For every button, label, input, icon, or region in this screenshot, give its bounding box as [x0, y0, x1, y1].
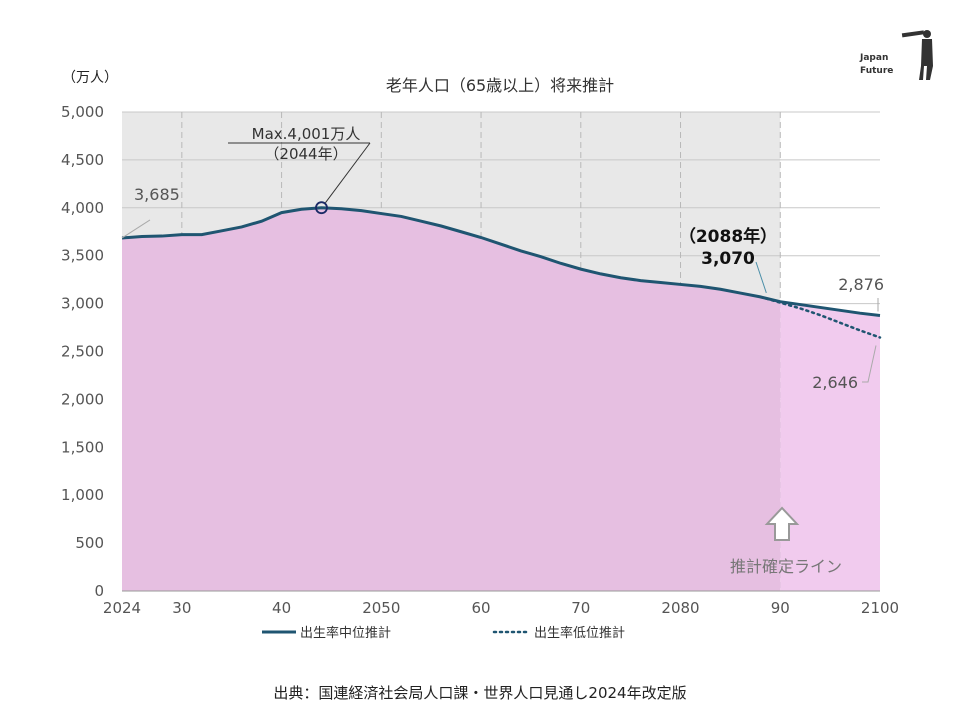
end-low-leader: [862, 345, 877, 383]
start-value-label: 3,685: [134, 185, 180, 204]
x-tick-label: 40: [272, 599, 291, 617]
y-tick-label: 0: [94, 582, 104, 600]
x-tick-label: 30: [172, 599, 191, 617]
x-tick-label: 90: [771, 599, 790, 617]
series-line-median: [121, 206, 881, 317]
y-tick-label: 1,000: [61, 486, 104, 504]
up-arrow-icon: [764, 506, 800, 541]
x-tick-label: 60: [472, 599, 491, 617]
x-tick-label: 70: [571, 599, 590, 617]
source-note: 出典：国連経済社会局人口課・世界人口見通し2024年改定版: [273, 684, 687, 702]
x-tick-label: 2050: [362, 599, 400, 617]
max-annotation-value: Max.4,001万人: [252, 125, 361, 143]
y2088-annotation-value: 3,070: [701, 249, 755, 269]
logo-line1: Japan: [860, 53, 889, 63]
logo-line2: Future: [860, 66, 894, 76]
chart-title: 老年人口（65歳以上）将来推計: [386, 76, 614, 95]
y-tick-label: 5,000: [61, 103, 104, 121]
y-tick-label: 3,500: [61, 247, 104, 265]
end-median-label: 2,876: [838, 275, 884, 294]
y-tick-label: 4,000: [61, 199, 104, 217]
logo: Japan Future: [860, 26, 940, 82]
max-annotation-year: （2044年）: [264, 145, 347, 163]
y-tick-label: 1,500: [61, 438, 104, 456]
y2088-annotation-year: （2088年）: [679, 226, 777, 247]
legend-label-median: 出生率中位推計: [300, 625, 391, 641]
start-leader: [121, 219, 151, 239]
y-tick-label: 2,500: [61, 343, 104, 361]
x-tick-label: 2100: [861, 599, 899, 617]
max-point-marker: [315, 201, 328, 215]
legend-label-low: 出生率低位推計: [534, 625, 625, 641]
max-leader: [325, 142, 371, 204]
y-tick-label: 3,000: [61, 295, 104, 313]
y-tick-label: 2,000: [61, 390, 104, 408]
area-confirmed: [122, 207, 781, 591]
x-tick-label: 2080: [661, 599, 699, 617]
y-tick-label: 4,500: [61, 151, 104, 169]
plot-area: 0 500 1,000 1,500 2,000 2,500 3,000 3,500 4,000 4…: [61, 103, 899, 641]
telescope-person-icon: [901, 30, 933, 80]
end-low-label: 2,646: [812, 373, 858, 392]
x-tick-label: 2024: [103, 599, 141, 617]
series-line-low: [759, 295, 882, 339]
confirm-line-label: 推計確定ライン: [730, 557, 842, 576]
y-unit-label: （万人）: [62, 70, 118, 86]
area-projection: [780, 301, 880, 591]
y-tick-label: 500: [75, 534, 104, 552]
y2088-leader: [755, 261, 767, 294]
